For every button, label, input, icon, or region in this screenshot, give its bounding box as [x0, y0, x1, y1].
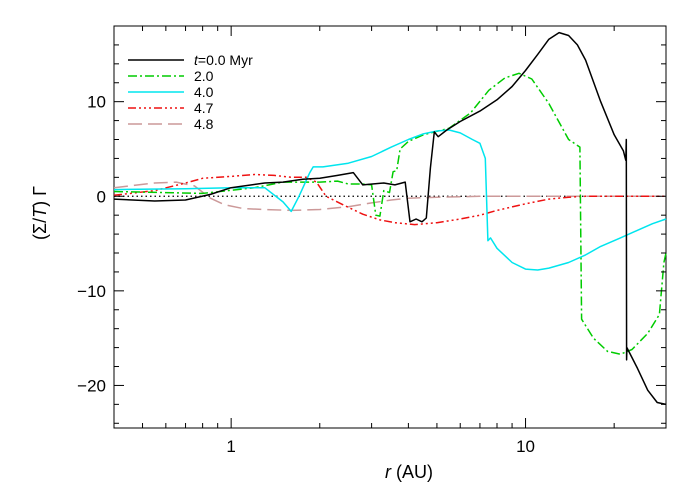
- legend-item: 4.7: [128, 100, 214, 116]
- y-axis-open: (Σ/: [30, 218, 50, 240]
- x-axis-var: r: [385, 462, 392, 482]
- plot-frame: [113, 25, 667, 429]
- legend-label: 4.8: [194, 116, 214, 132]
- y-tick-label: −20: [77, 376, 106, 395]
- series-line-4-7: [113, 173, 666, 226]
- plot-area: [113, 25, 667, 429]
- x-axis-unit: (AU): [391, 462, 433, 482]
- x-axis-title: r (AU): [385, 462, 433, 482]
- y-axis-title: (Σ/T) Γ: [30, 186, 50, 240]
- y-tick-label: 10: [87, 93, 106, 112]
- y-axis-var: T: [30, 205, 50, 218]
- legend-item: 2.0: [128, 68, 214, 84]
- legend-item: t=0.0 Myr: [128, 52, 253, 68]
- series-layer: [113, 31, 667, 406]
- series-line-0-0-Myr: [113, 31, 667, 406]
- legend-label: 4.0: [194, 84, 214, 100]
- x-tick-label: 1: [226, 437, 235, 456]
- y-axis-close: ) Γ: [30, 186, 50, 207]
- legend-label: 4.7: [194, 100, 214, 116]
- x-tick-label: 10: [516, 437, 535, 456]
- legend-label: 2.0: [194, 68, 214, 84]
- legend-item: 4.8: [128, 116, 214, 132]
- legend-time-var: t: [194, 52, 199, 68]
- legend-label: t=0.0 Myr: [194, 52, 253, 68]
- series-line-4-0: [113, 129, 667, 271]
- y-tick-label: −10: [77, 282, 106, 301]
- y-tick-label: 0: [97, 187, 106, 206]
- legend-time-value: =0.0 Myr: [198, 52, 253, 68]
- ticks-layer: 1 10 −20 −10 0 10: [77, 25, 667, 456]
- legend-item: 4.0: [128, 84, 214, 100]
